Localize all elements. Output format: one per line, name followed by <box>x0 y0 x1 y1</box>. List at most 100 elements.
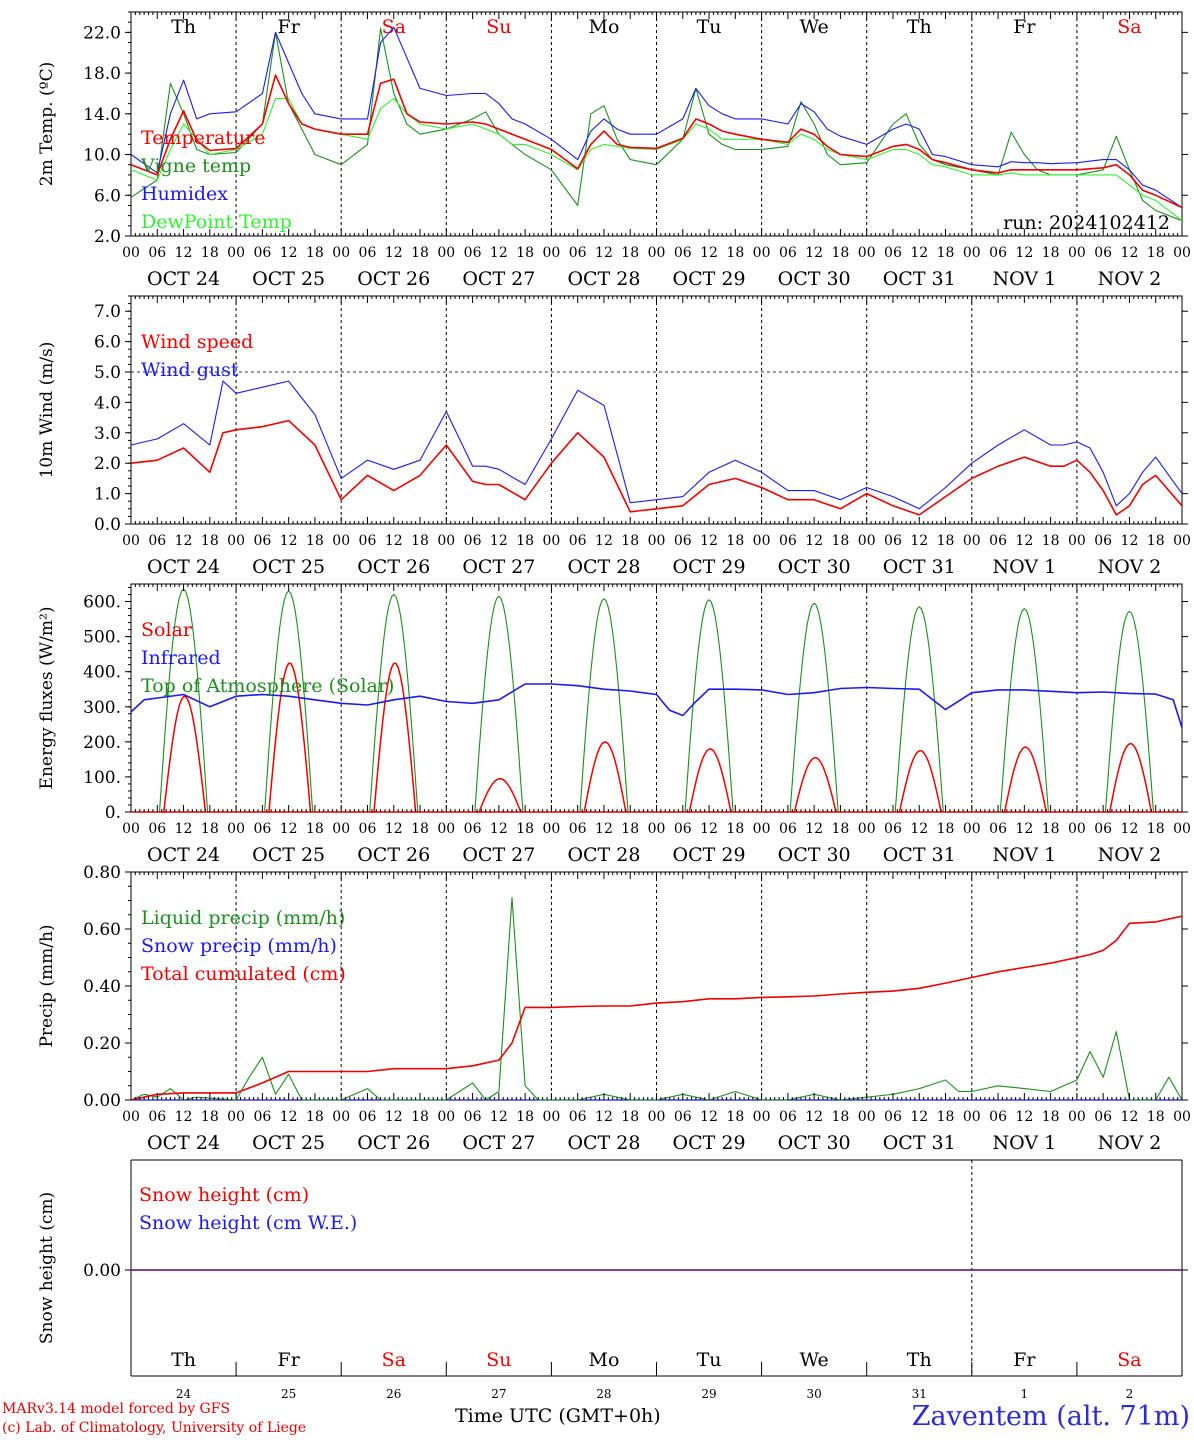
hour-tick-label: 18 <box>201 821 219 837</box>
hour-tick-label: 00 <box>332 533 350 549</box>
day-label: Th <box>171 1349 196 1371</box>
date-label: OCT 29 <box>673 268 746 290</box>
station-name: Zaventem (alt. 71m) <box>911 1401 1190 1432</box>
hour-tick-label: 12 <box>805 821 823 837</box>
hour-tick-label: 00 <box>1068 1109 1086 1125</box>
day-label: Fr <box>1013 16 1036 38</box>
hour-tick-label: 06 <box>989 533 1007 549</box>
solar-day <box>477 778 522 813</box>
hour-tick-label: 00 <box>1173 821 1191 837</box>
legend-entry: Snow height (cm W.E.) <box>139 1212 357 1234</box>
hour-tick-label: 00 <box>1173 1109 1191 1125</box>
series-line <box>130 26 1183 208</box>
hour-tick-label: 06 <box>569 533 587 549</box>
hour-tick-label: 18 <box>726 821 744 837</box>
hour-tick-label: 00 <box>332 821 350 837</box>
hour-tick-label: 12 <box>490 533 508 549</box>
hour-tick-label: 00 <box>122 821 140 837</box>
legend-entry: DewPoint Temp <box>141 211 292 233</box>
panel-3: Energy fluxes (W/m²) 600. 500. 400. 300. 200.… <box>37 583 1191 866</box>
hour-tick-label: 18 <box>411 533 429 549</box>
y-tick-label: 7.0 <box>94 302 121 322</box>
panel-1: 2m Temp. (ºC)Th Fr Sa Su Mo Tu We Th Fr Sa22.018.… <box>37 11 1191 290</box>
hour-tick-label: 18 <box>937 533 955 549</box>
toa-solar-day <box>472 595 526 813</box>
hour-tick-label: 18 <box>726 245 744 261</box>
hour-tick-label: 18 <box>832 1109 850 1125</box>
hour-tick-label: 00 <box>332 1109 350 1125</box>
solar-day <box>582 741 627 813</box>
hour-tick-label: 06 <box>253 1109 271 1125</box>
hour-tick-label: 06 <box>1094 533 1112 549</box>
day-label: Sa <box>1117 16 1141 38</box>
hour-tick-label: 12 <box>280 245 298 261</box>
legend-entry: Solar <box>141 619 193 641</box>
hour-tick-label: 00 <box>1068 821 1086 837</box>
hour-tick-label: 06 <box>884 1109 902 1125</box>
hour-tick-label: 12 <box>595 533 613 549</box>
hour-tick-label: 18 <box>937 245 955 261</box>
y-tick-label: 0.00 <box>83 1261 121 1281</box>
hour-tick-label: 12 <box>700 533 718 549</box>
hour-tick-label: 06 <box>779 245 797 261</box>
hour-tick-label: 06 <box>674 821 692 837</box>
lab-credit: (c) Lab. of Climatology, University of L… <box>2 1420 307 1436</box>
date-label: NOV 2 <box>1098 844 1162 866</box>
hour-tick-label: 12 <box>805 533 823 549</box>
hour-tick-label: 00 <box>227 245 245 261</box>
hour-tick-label: 06 <box>464 533 482 549</box>
date-label: OCT 25 <box>252 844 325 866</box>
hour-tick-label: 12 <box>490 1109 508 1125</box>
series-line <box>130 915 1183 1101</box>
toa-solar-day <box>787 602 841 813</box>
hour-tick-label: 18 <box>621 1109 639 1125</box>
hour-tick-label: 06 <box>674 533 692 549</box>
date-label: OCT 31 <box>883 1132 956 1154</box>
hour-tick-label: 18 <box>1042 1109 1060 1125</box>
hour-tick-label: 18 <box>411 245 429 261</box>
hour-tick-label: 12 <box>385 245 403 261</box>
hour-tick-label: 18 <box>516 821 534 837</box>
hour-tick-label: 00 <box>437 533 455 549</box>
y-tick-label: 6.0 <box>94 333 121 353</box>
hour-tick-label: 18 <box>621 533 639 549</box>
date-label: OCT 29 <box>673 1132 746 1154</box>
toa-solar-day <box>367 593 420 813</box>
day-label: Tu <box>697 1349 722 1371</box>
toa-solar-day <box>893 606 946 813</box>
hour-tick-label: 00 <box>227 1109 245 1125</box>
date-label: OCT 28 <box>567 1132 640 1154</box>
day-number: 24 <box>176 1387 192 1401</box>
hour-tick-label: 00 <box>542 533 560 549</box>
hour-tick-label: 18 <box>201 245 219 261</box>
hour-tick-label: 06 <box>569 821 587 837</box>
hour-tick-label: 18 <box>306 533 324 549</box>
plot-frame <box>130 11 1183 237</box>
date-label: OCT 28 <box>567 556 640 578</box>
hour-tick-label: 18 <box>516 245 534 261</box>
y-axis-label: Precip (mm/h) <box>37 924 57 1047</box>
hour-tick-label: 06 <box>148 821 166 837</box>
date-label: OCT 29 <box>673 844 746 866</box>
hour-tick-label: 00 <box>227 821 245 837</box>
legend-entry: Snow height (cm) <box>139 1184 309 1206</box>
hour-tick-label: 00 <box>858 533 876 549</box>
hour-tick-label: 18 <box>832 533 850 549</box>
y-tick-label: 2.0 <box>94 227 121 247</box>
hour-tick-label: 00 <box>963 533 981 549</box>
solar-day <box>161 695 207 813</box>
hour-tick-label: 06 <box>884 821 902 837</box>
solar-day <box>266 662 312 813</box>
hour-tick-label: 12 <box>490 821 508 837</box>
date-label: OCT 27 <box>462 268 535 290</box>
hour-tick-label: 18 <box>1147 245 1165 261</box>
hour-tick-label: 00 <box>963 1109 981 1125</box>
hour-tick-label: 06 <box>148 245 166 261</box>
hour-tick-label: 06 <box>674 1109 692 1125</box>
hour-tick-label: 12 <box>805 245 823 261</box>
hour-tick-label: 12 <box>385 533 403 549</box>
hour-tick-label: 18 <box>201 1109 219 1125</box>
y-axis-label: 2m Temp. (ºC) <box>37 62 57 187</box>
hour-tick-label: 00 <box>753 245 771 261</box>
day-label: Fr <box>1013 1349 1036 1371</box>
